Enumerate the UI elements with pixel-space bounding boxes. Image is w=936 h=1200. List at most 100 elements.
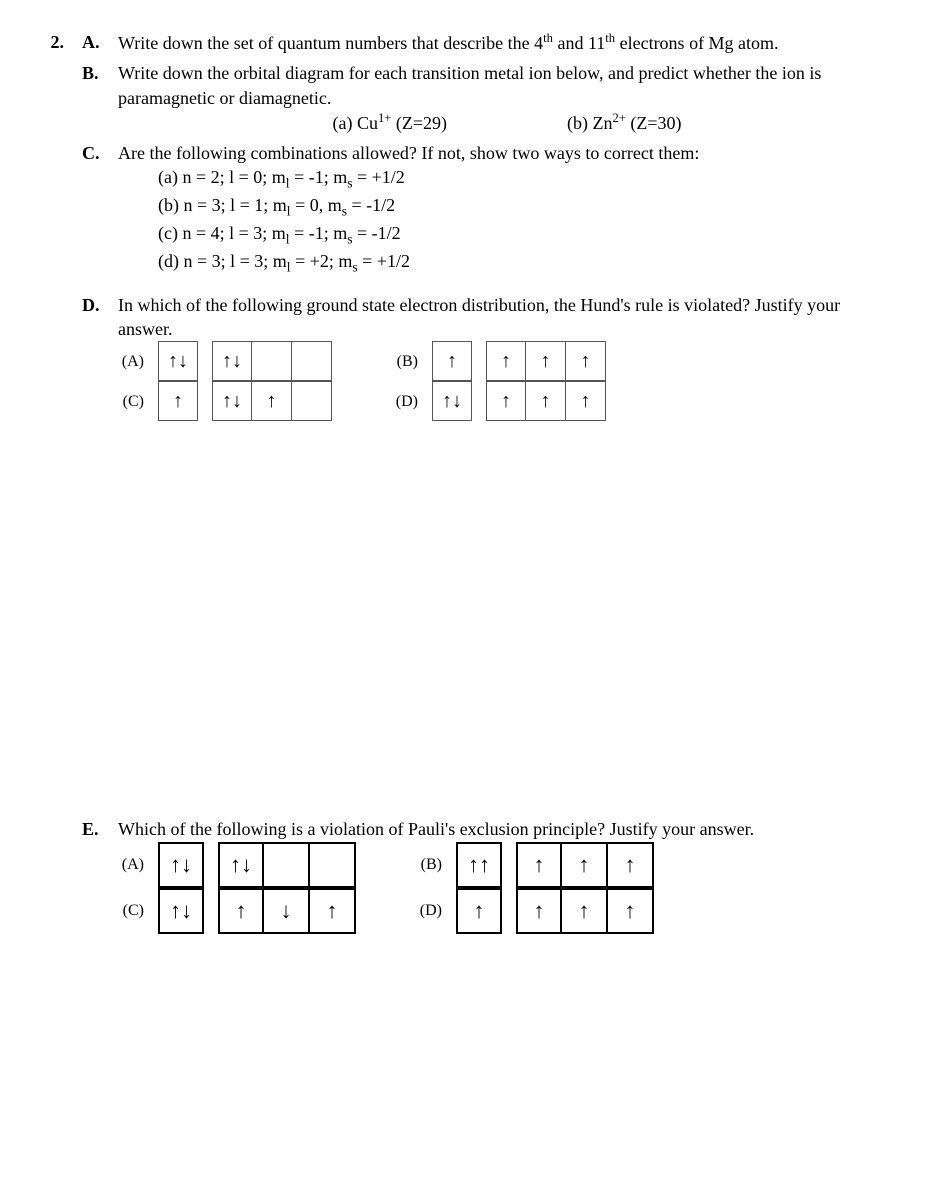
option-E-A-label: (A): [118, 854, 144, 876]
option-D-C-label: (C): [118, 391, 144, 413]
part-A: A. Write down the set of quantum numbers…: [82, 30, 896, 55]
option-D-D-g1: ↑↓: [432, 381, 472, 421]
part-E-text: Which of the following is a violation of…: [118, 817, 896, 841]
up-arrow-icon: ↑: [173, 391, 183, 411]
part-C-line-c: (c) n = 4; l = 3; ml = -1; ms = -1/2: [158, 221, 896, 249]
part-E-letter: E.: [82, 817, 104, 933]
part-B: B. Write down the orbital diagram for ea…: [82, 61, 896, 135]
orbital-box: ↑: [608, 842, 654, 888]
orbital-box: ↑: [516, 888, 562, 934]
part-E-body: Which of the following is a violation of…: [118, 817, 896, 933]
option-D-C-g1: ↑: [158, 381, 198, 421]
option-E-B: (B) ↑↑ ↑↑↑: [416, 842, 654, 888]
part-B-body: Write down the orbital diagram for each …: [118, 61, 896, 135]
down-arrow-icon: ↓: [181, 854, 192, 876]
part-E-row1: (A) ↑↓ ↑↓ (B) ↑↑ ↑↑↑: [118, 842, 896, 888]
orbital-box: ↑: [486, 381, 526, 421]
up-arrow-icon: ↑: [170, 900, 181, 922]
option-E-C-g1: ↑↓: [158, 888, 204, 934]
question-2: 2. A. Write down the set of quantum numb…: [40, 30, 896, 940]
part-A-letter: A.: [82, 30, 104, 55]
down-arrow-icon: ↓: [232, 391, 242, 411]
option-E-A-g2: ↑↓: [218, 842, 356, 888]
up-arrow-icon: ↑: [479, 854, 490, 876]
orbital-box: ↑: [218, 888, 264, 934]
up-arrow-icon: ↑: [501, 351, 511, 371]
orbital-box: ↑: [310, 888, 356, 934]
option-D-B-label: (B): [392, 351, 418, 373]
part-E: E. Which of the following is a violation…: [82, 817, 896, 933]
up-arrow-icon: ↑: [625, 854, 636, 876]
orbital-box: ↑: [566, 341, 606, 381]
up-arrow-icon: ↑: [222, 351, 232, 371]
option-E-B-g2: ↑ ↑ ↑: [516, 842, 654, 888]
up-arrow-icon: ↑: [230, 854, 241, 876]
up-arrow-icon: ↑: [327, 900, 338, 922]
option-D-A-g2: ↑↓: [212, 341, 332, 381]
part-C-text: Are the following combinations allowed? …: [118, 141, 896, 165]
orbital-box: ↑: [526, 341, 566, 381]
down-arrow-icon: ↓: [452, 391, 462, 411]
option-D-C: (C) ↑ ↑↓ ↑: [118, 381, 332, 421]
orbital-box: ↑↓: [212, 381, 252, 421]
up-arrow-icon: ↑: [168, 351, 178, 371]
up-arrow-icon: ↑: [534, 900, 545, 922]
orbital-box: ↑: [158, 381, 198, 421]
up-arrow-icon: ↑: [579, 854, 590, 876]
orbital-box: ↑: [566, 381, 606, 421]
part-B-letter: B.: [82, 61, 104, 135]
up-arrow-icon: ↑: [468, 854, 479, 876]
orbital-box: ↑: [432, 341, 472, 381]
orbital-box: ↑: [252, 381, 292, 421]
orbital-box: ↑↓: [158, 842, 204, 888]
up-arrow-icon: ↑: [236, 900, 247, 922]
part-D-row1: (A) ↑↓ ↑↓ (B) ↑ ↑↑↑: [118, 341, 896, 381]
option-D-A-g1: ↑↓: [158, 341, 198, 381]
option-D-A-label: (A): [118, 351, 144, 373]
part-D: D. In which of the following ground stat…: [82, 293, 896, 422]
up-arrow-icon: ↑: [534, 854, 545, 876]
option-E-D-g1: ↑: [456, 888, 502, 934]
up-arrow-icon: ↑: [267, 391, 277, 411]
option-D-B-g1: ↑: [432, 341, 472, 381]
orbital-box: ↑↓: [218, 842, 264, 888]
orbital-box: [252, 341, 292, 381]
option-D-B-g2: ↑ ↑ ↑: [486, 341, 606, 381]
part-D-text: In which of the following ground state e…: [118, 293, 896, 342]
question-number: 2.: [40, 30, 64, 940]
up-arrow-icon: ↑: [501, 391, 511, 411]
up-arrow-icon: ↑: [442, 391, 452, 411]
down-arrow-icon: ↓: [241, 854, 252, 876]
orbital-box: [310, 842, 356, 888]
option-E-D-label: (D): [416, 900, 442, 922]
option-E-C-label: (C): [118, 900, 144, 922]
option-E-A-g1: ↑↓: [158, 842, 204, 888]
part-C: C. Are the following combinations allowe…: [82, 141, 896, 277]
option-E-C: (C) ↑↓ ↑↓↑: [118, 888, 356, 934]
orbital-box: [292, 341, 332, 381]
part-D-row2: (C) ↑ ↑↓↑ (D) ↑↓ ↑↑↑: [118, 381, 896, 421]
option-D-A: (A) ↑↓ ↑↓: [118, 341, 332, 381]
orbital-box: ↑: [456, 888, 502, 934]
part-C-body: Are the following combinations allowed? …: [118, 141, 896, 277]
option-E-B-g1: ↑↑: [456, 842, 502, 888]
orbital-box: ↑: [608, 888, 654, 934]
part-D-letter: D.: [82, 293, 104, 422]
option-D-B: (B) ↑ ↑ ↑ ↑: [392, 341, 606, 381]
up-arrow-icon: ↑: [447, 351, 457, 371]
down-arrow-icon: ↓: [281, 900, 292, 922]
up-arrow-icon: ↑: [625, 900, 636, 922]
part-D-body: In which of the following ground state e…: [118, 293, 896, 422]
part-B-subs: (a) Cu1+ (Z=29) (b) Zn2+ (Z=30): [118, 110, 896, 135]
orbital-box: ↑↓: [158, 341, 198, 381]
orbital-box: ↑: [562, 888, 608, 934]
orbital-box: ↑: [526, 381, 566, 421]
part-C-line-b: (b) n = 3; l = 1; ml = 0, ms = -1/2: [158, 193, 896, 221]
option-D-C-g2: ↑↓ ↑: [212, 381, 332, 421]
down-arrow-icon: ↓: [178, 351, 188, 371]
option-D-D-label: (D): [392, 391, 418, 413]
up-arrow-icon: ↑: [581, 351, 591, 371]
option-D-D: (D) ↑↓ ↑↑↑: [392, 381, 606, 421]
up-arrow-icon: ↑: [541, 391, 551, 411]
down-arrow-icon: ↓: [232, 351, 242, 371]
